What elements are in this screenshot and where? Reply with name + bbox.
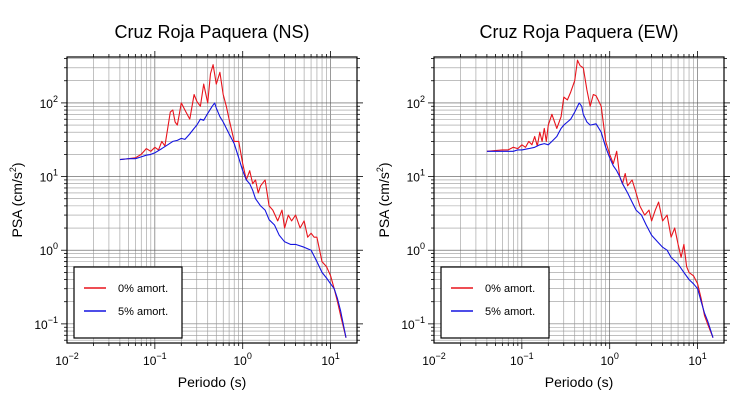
x-tick-label-exp: −2: [69, 351, 79, 361]
x-tick-label-base: 10: [422, 354, 436, 368]
x-tick-label: 10−1: [143, 351, 167, 368]
legend-label-1: 5% amort.: [485, 306, 535, 318]
y-tick-label-exp: 1: [53, 168, 58, 178]
x-tick-label: 100: [601, 351, 619, 368]
y-axis-label-sup: 2: [375, 167, 385, 172]
legend-label-0: 0% amort.: [485, 283, 535, 295]
x-tick-label: 10−1: [510, 351, 534, 368]
chart-panel-ew: Cruz Roja Paquera (EW) 10−2 10−1 100 10110−…: [375, 22, 730, 390]
legend: 0% amort. 5% amort.: [73, 266, 183, 339]
y-tick-label-base: 10: [407, 171, 421, 185]
y-tick-label: 102: [40, 94, 58, 111]
x-tick-label-base: 10: [55, 354, 69, 368]
legend-label-0: 0% amort.: [118, 283, 168, 295]
y-tick-label-exp: 1: [420, 168, 425, 178]
legend-label-1: 5% amort.: [118, 306, 168, 318]
y-axis-label-end: ): [376, 162, 392, 167]
y-axis-label-end: ): [9, 162, 25, 167]
y-tick-label: 101: [40, 168, 58, 185]
y-tick-label: 100: [40, 241, 58, 258]
y-tick-label-exp: −1: [415, 315, 425, 325]
legend: 0% amort. 5% amort.: [440, 266, 550, 339]
y-tick-label: 101: [407, 168, 425, 185]
series-line-0: [486, 59, 714, 338]
x-tick-label-exp: 1: [702, 351, 707, 361]
y-tick-label-exp: −1: [48, 315, 58, 325]
x-axis-label: Periodo (s): [178, 374, 246, 390]
y-tick-label: 100: [407, 241, 425, 258]
x-tick-label-base: 10: [321, 354, 335, 368]
x-tick-label-base: 10: [688, 354, 702, 368]
x-tick-label-exp: −1: [523, 351, 533, 361]
x-tick-label: 100: [234, 351, 252, 368]
y-tick-label-base: 10: [34, 318, 48, 332]
y-tick-label-base: 10: [407, 97, 421, 111]
y-tick-label-base: 10: [40, 244, 54, 258]
series-line-1: [119, 102, 347, 338]
y-axis-label-sup: 2: [8, 167, 18, 172]
x-tick-label-exp: −2: [436, 351, 446, 361]
x-tick-label-base: 10: [143, 354, 157, 368]
y-tick-label-exp: 2: [53, 94, 58, 104]
x-tick-label-exp: 1: [335, 351, 340, 361]
y-axis-label-main: PSA (cm/s: [376, 172, 392, 237]
x-tick-label-base: 10: [601, 354, 615, 368]
series-group: [486, 59, 714, 338]
y-tick-label-base: 10: [401, 318, 415, 332]
y-tick-label-base: 10: [40, 97, 54, 111]
x-tick-label-exp: −1: [156, 351, 166, 361]
y-tick-label-exp: 2: [420, 94, 425, 104]
y-tick-label-exp: 0: [53, 241, 58, 251]
y-axis-label: PSA (cm/s2): [375, 162, 392, 237]
chart-title: Cruz Roja Paquera (EW): [479, 22, 678, 42]
legend-box: [440, 266, 550, 339]
x-tick-label: 101: [321, 351, 339, 368]
y-tick-label-base: 10: [40, 171, 54, 185]
series-line-0: [119, 64, 347, 338]
legend-box: [73, 266, 183, 339]
y-tick-label: 102: [407, 94, 425, 111]
plot-frame: [66, 56, 358, 344]
y-tick-label-exp: 0: [420, 241, 425, 251]
series-group: [119, 64, 347, 338]
y-axis-label-main: PSA (cm/s: [9, 172, 25, 237]
y-axis-label: PSA (cm/s2): [8, 162, 25, 237]
plot-frame: [433, 56, 725, 344]
x-tick-label-base: 10: [234, 354, 248, 368]
x-tick-label: 101: [688, 351, 706, 368]
x-tick-label: 10−2: [422, 351, 446, 368]
x-tick-label-exp: 0: [247, 351, 252, 361]
x-axis-label: Periodo (s): [545, 374, 613, 390]
x-tick-label: 10−2: [55, 351, 79, 368]
series-line-1: [486, 102, 714, 338]
x-tick-label-base: 10: [510, 354, 524, 368]
y-tick-label-base: 10: [407, 244, 421, 258]
y-tick-label: 10−1: [401, 315, 425, 332]
chart-panel-ns: Cruz Roja Paquera (NS) 10−2 10−1 100 10110−…: [8, 22, 363, 390]
y-tick-label: 10−1: [34, 315, 58, 332]
x-tick-label-exp: 0: [614, 351, 619, 361]
chart-title: Cruz Roja Paquera (NS): [114, 22, 309, 42]
